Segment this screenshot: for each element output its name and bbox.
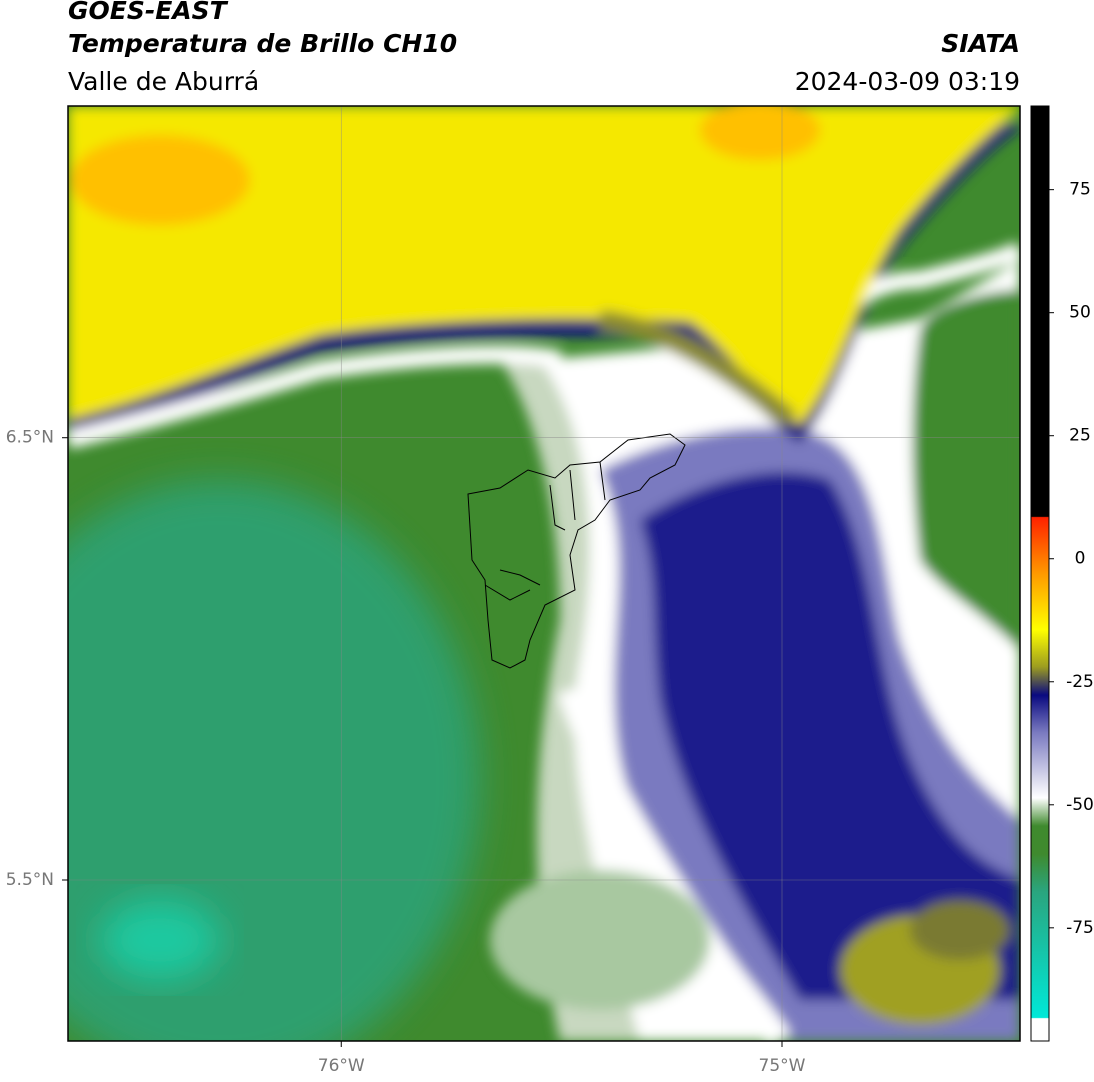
colorbar-tick-label: 50 <box>1069 303 1091 323</box>
satellite-image <box>68 106 1020 1041</box>
map-frame <box>67 105 1021 1042</box>
y-tick-label: 5.5°N <box>6 870 54 890</box>
y-tick-label: 6.5°N <box>6 428 54 448</box>
subtitle: Temperatura de Brillo CH10 <box>68 29 457 58</box>
x-tick-label: 76°W <box>318 1056 365 1076</box>
source: SIATA <box>941 29 1020 58</box>
colorbar-tick-label: -75 <box>1066 918 1094 938</box>
municipality-borders <box>467 433 686 669</box>
colorbar <box>1030 105 1050 1042</box>
x-tick-label: 75°W <box>759 1056 806 1076</box>
colorbar-tick-label: 25 <box>1069 426 1091 446</box>
colorbar-tick-label: -25 <box>1066 672 1094 692</box>
datetime: 2024-03-09 03:19 <box>795 67 1020 96</box>
region: Valle de Aburrá <box>68 67 259 96</box>
colorbar-tick-label: 0 <box>1075 549 1086 569</box>
title: GOES-EAST <box>68 0 229 25</box>
colorbar-tick-label: 75 <box>1069 180 1091 200</box>
colorbar-tick-label: -50 <box>1066 795 1094 815</box>
